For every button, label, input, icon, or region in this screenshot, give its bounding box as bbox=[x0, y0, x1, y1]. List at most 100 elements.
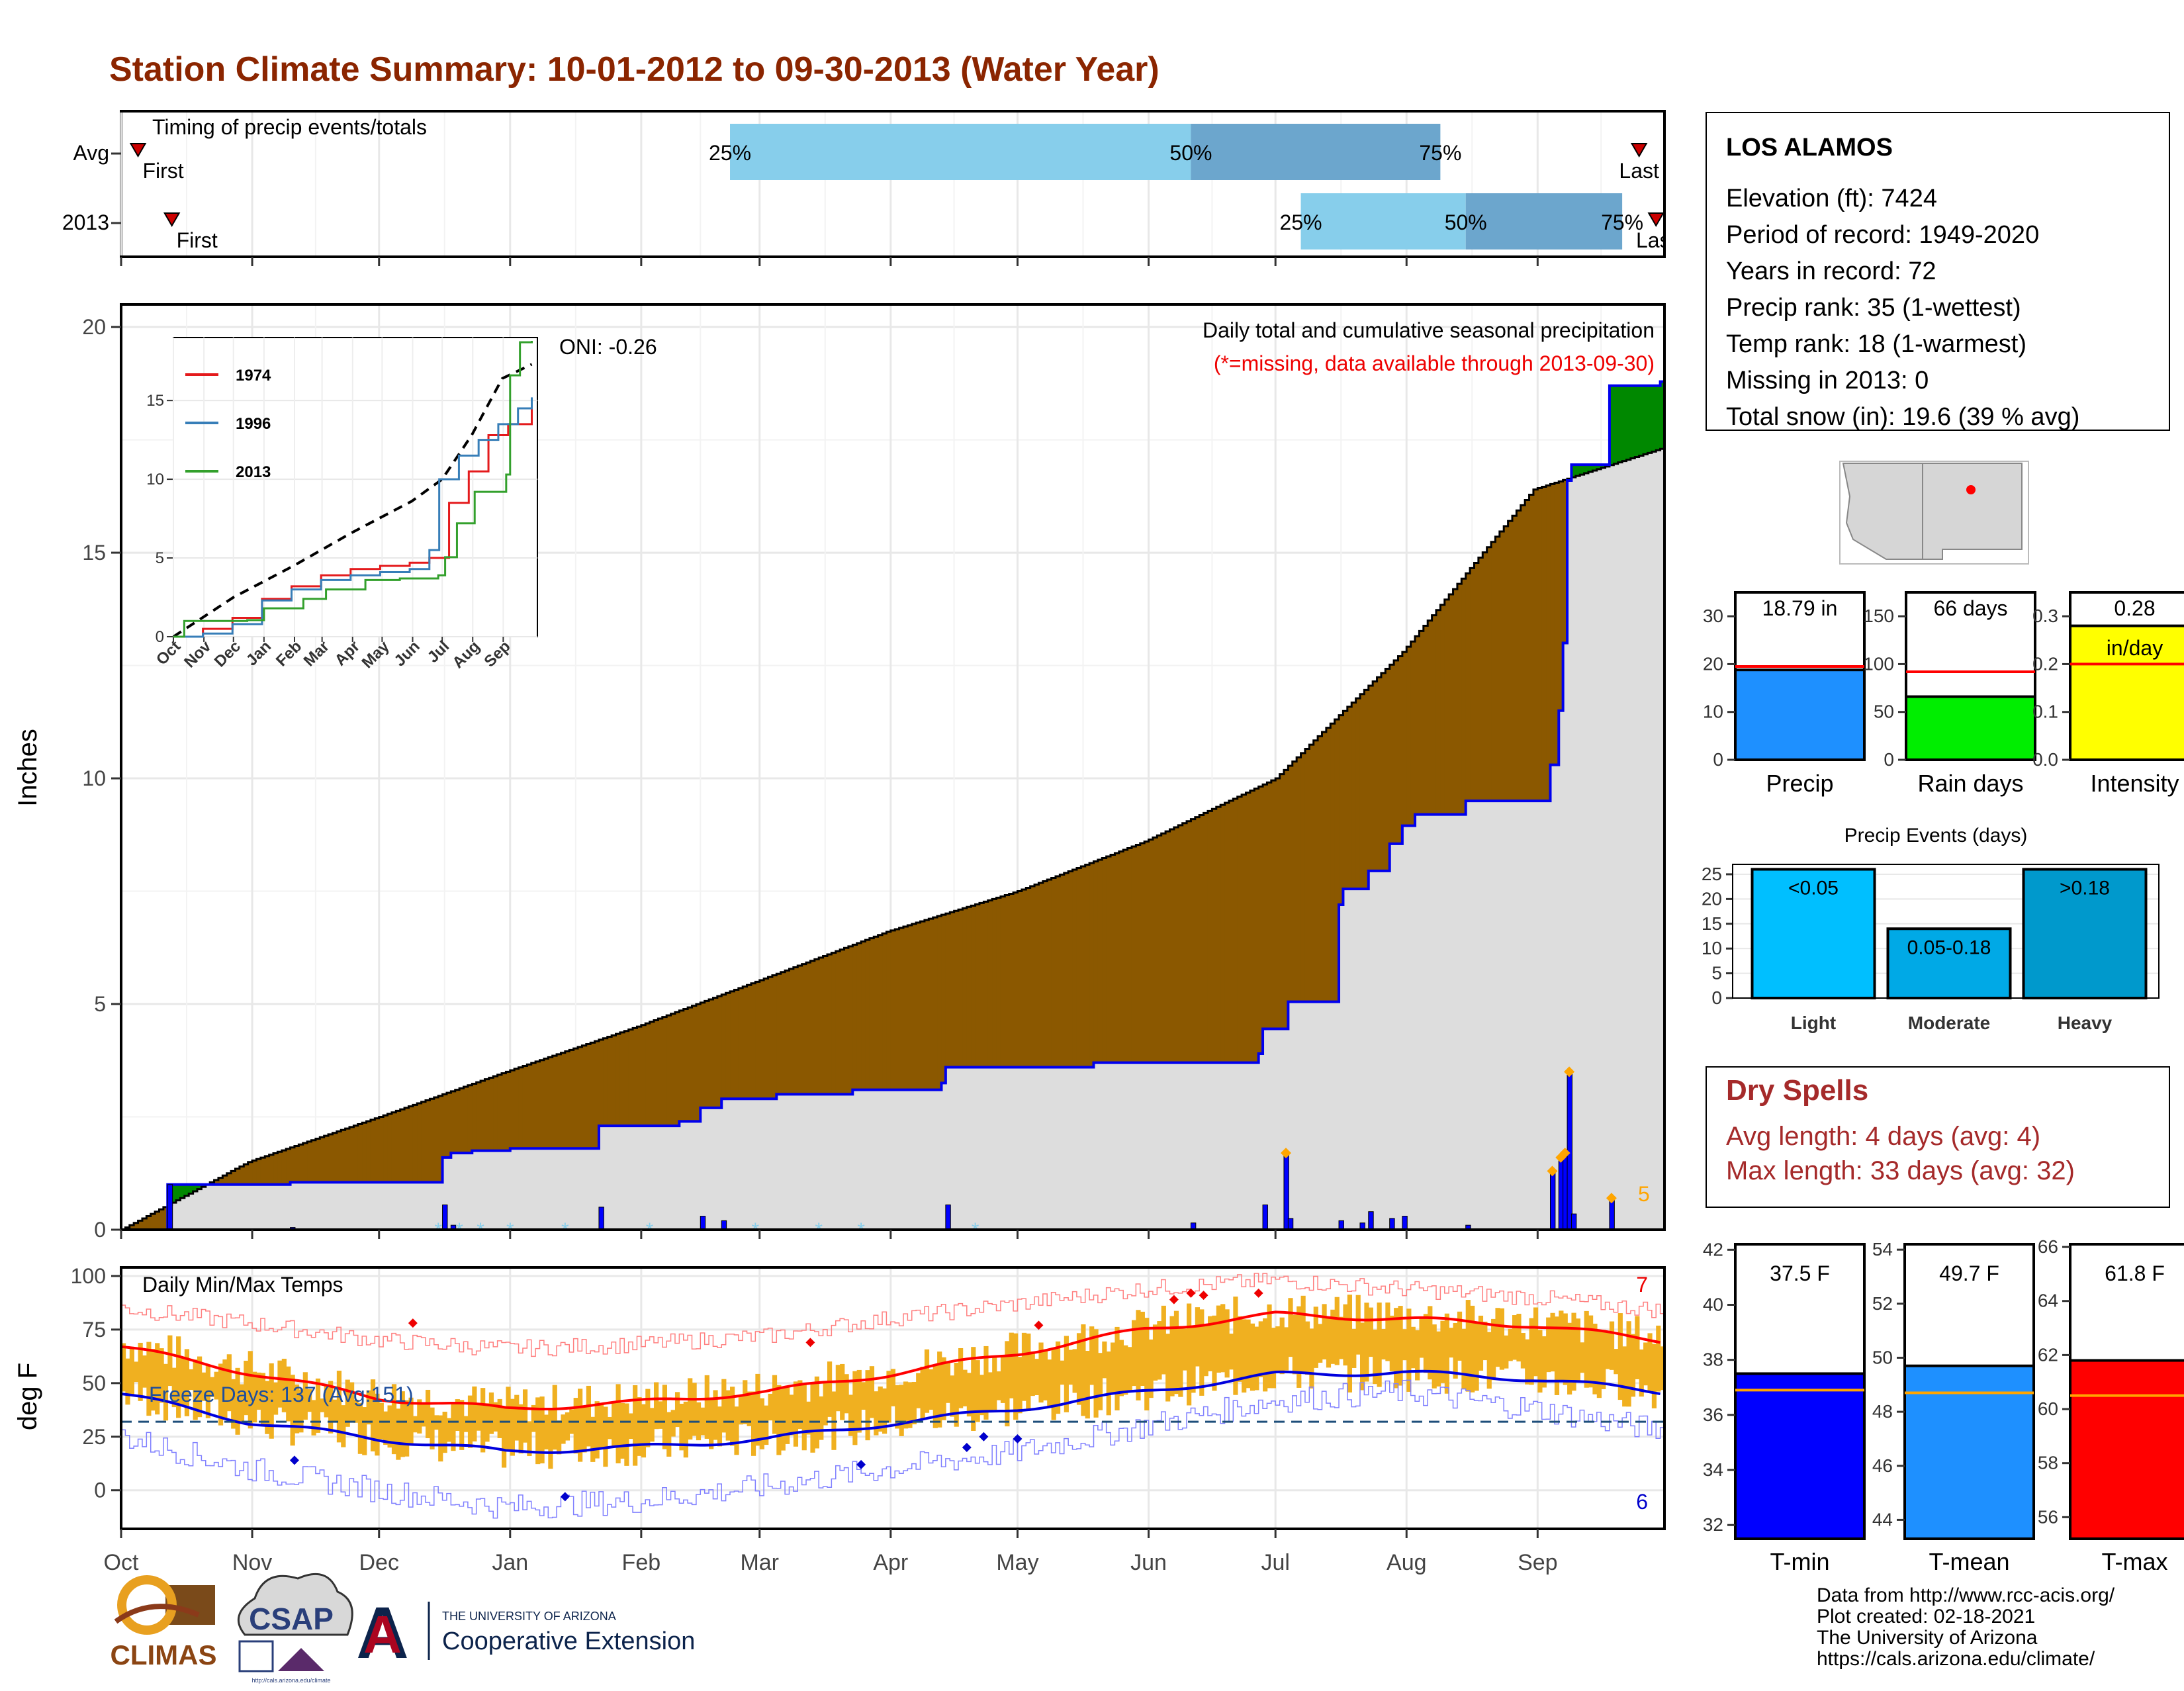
daily-temp-range bbox=[1660, 1346, 1665, 1391]
below-normal-area bbox=[1300, 753, 1306, 1002]
daily-temp-range bbox=[907, 1382, 913, 1428]
below-normal-area bbox=[1550, 484, 1555, 765]
below-normal-area bbox=[539, 1060, 545, 1149]
freeze-days-label: Freeze Days: 137 (Avg:151) bbox=[149, 1383, 414, 1406]
temp-value-label-1: 49.7 F bbox=[1939, 1261, 1999, 1285]
daily-temp-range bbox=[121, 1343, 126, 1392]
below-normal-area bbox=[670, 1013, 676, 1126]
below-normal-area bbox=[1115, 853, 1120, 1063]
daily-temp-range bbox=[819, 1396, 824, 1440]
daily-temp-range bbox=[205, 1365, 210, 1418]
below-normal-area bbox=[983, 901, 989, 1068]
daily-temp-range bbox=[336, 1371, 342, 1443]
temp-bar-ytick-label-1-3: 50 bbox=[1872, 1347, 1893, 1367]
summary-ytick-label-1-3: 150 bbox=[1863, 606, 1894, 626]
daily-temp-range bbox=[1131, 1320, 1137, 1387]
daily-temp-range bbox=[1326, 1318, 1332, 1368]
daily-temp-range bbox=[1115, 1326, 1120, 1411]
below-normal-area bbox=[768, 977, 773, 1099]
state-borders bbox=[1922, 463, 2023, 559]
below-normal-area bbox=[590, 1042, 596, 1149]
below-normal-area bbox=[971, 905, 976, 1068]
below-normal-area bbox=[827, 954, 832, 1095]
summary-value-label-2: 0.28 bbox=[2114, 596, 2155, 620]
daily-temp-range bbox=[1237, 1316, 1242, 1382]
daily-precip-bar bbox=[1570, 1213, 1577, 1230]
below-normal-area bbox=[696, 1004, 701, 1122]
daily-temp-range bbox=[497, 1398, 502, 1438]
below-normal-area bbox=[281, 1150, 287, 1185]
below-normal-area bbox=[814, 959, 819, 1095]
daily-temp-range bbox=[598, 1404, 604, 1449]
below-normal-area bbox=[1389, 664, 1394, 844]
daily-temp-range bbox=[747, 1391, 752, 1426]
below-normal-area bbox=[582, 1045, 587, 1149]
summary-ytick-label-2-1: 0.1 bbox=[2032, 702, 2058, 722]
month-label-4: Feb bbox=[622, 1550, 661, 1575]
temp-ytick-label-1: 25 bbox=[82, 1425, 106, 1449]
daily-temp-range bbox=[1520, 1333, 1525, 1369]
daily-temp-range bbox=[1279, 1317, 1285, 1375]
daily-temp-range bbox=[417, 1399, 422, 1434]
daily-temp-range bbox=[1398, 1306, 1403, 1386]
below-normal-area bbox=[1064, 873, 1069, 1068]
below-normal-area bbox=[987, 900, 993, 1068]
first-event-label-0: First bbox=[142, 159, 183, 183]
below-normal-area bbox=[1297, 757, 1302, 1002]
above-normal-area bbox=[1656, 385, 1661, 451]
summary-value-label-0: 18.79 in bbox=[1762, 596, 1838, 620]
below-normal-area bbox=[349, 1126, 354, 1183]
below-normal-area bbox=[979, 903, 984, 1068]
below-normal-area bbox=[937, 916, 942, 1090]
daily-temp-range bbox=[869, 1366, 875, 1418]
daily-temp-range bbox=[1169, 1316, 1175, 1396]
daily-temp-range bbox=[835, 1365, 841, 1412]
daily-temp-range bbox=[1300, 1295, 1306, 1373]
daily-temp-range bbox=[709, 1398, 714, 1449]
daily-temp-range bbox=[248, 1351, 253, 1429]
daily-temp-range bbox=[658, 1401, 663, 1429]
daily-temp-range bbox=[1432, 1324, 1437, 1389]
daily-temp-range bbox=[1076, 1333, 1082, 1405]
below-normal-area bbox=[785, 970, 790, 1095]
above-normal-area bbox=[1614, 385, 1619, 464]
below-normal-area bbox=[738, 988, 743, 1099]
daily-precip-bar bbox=[598, 1207, 604, 1230]
above-normal-area bbox=[1647, 385, 1653, 453]
above-normal-area bbox=[1617, 385, 1623, 463]
below-normal-area bbox=[260, 1158, 265, 1185]
daily-temp-range bbox=[1136, 1310, 1141, 1400]
below-normal-area bbox=[797, 966, 803, 1095]
below-normal-area bbox=[1491, 541, 1496, 801]
daily-temp-range bbox=[688, 1378, 693, 1440]
below-normal-area bbox=[954, 911, 959, 1068]
daily-temp-range bbox=[1152, 1324, 1158, 1381]
below-normal-area bbox=[793, 967, 798, 1095]
below-normal-area bbox=[1554, 482, 1559, 765]
below-normal-area bbox=[493, 1076, 498, 1151]
daily-temp-range bbox=[277, 1360, 283, 1408]
below-normal-area bbox=[1191, 819, 1196, 1063]
below-normal-area bbox=[831, 952, 837, 1095]
daily-temp-range bbox=[1009, 1332, 1014, 1398]
timing-pct-label-1-0: 25% bbox=[1280, 210, 1322, 234]
daily-temp-range bbox=[201, 1372, 206, 1401]
summary-bar-1 bbox=[1905, 695, 2036, 762]
daily-temp-range bbox=[1275, 1326, 1281, 1371]
daily-temp-range bbox=[1292, 1314, 1297, 1375]
below-normal-area bbox=[218, 1177, 223, 1185]
below-normal-area bbox=[1013, 892, 1019, 1068]
daily-temp-range bbox=[1026, 1333, 1031, 1411]
daily-temp-range bbox=[1339, 1316, 1344, 1359]
below-normal-area bbox=[730, 991, 735, 1099]
daily-temp-range bbox=[1013, 1333, 1019, 1420]
above-normal-area bbox=[1580, 465, 1585, 475]
daily-temp-range bbox=[1118, 1340, 1124, 1396]
below-normal-area bbox=[1148, 839, 1154, 1063]
daily-temp-range bbox=[510, 1398, 515, 1456]
daily-temp-range bbox=[332, 1399, 338, 1422]
location-map bbox=[1839, 461, 2029, 565]
below-normal-area bbox=[1021, 890, 1026, 1068]
temp-ytick-label-0: 0 bbox=[94, 1479, 106, 1502]
month-label-2: Dec bbox=[359, 1550, 398, 1575]
